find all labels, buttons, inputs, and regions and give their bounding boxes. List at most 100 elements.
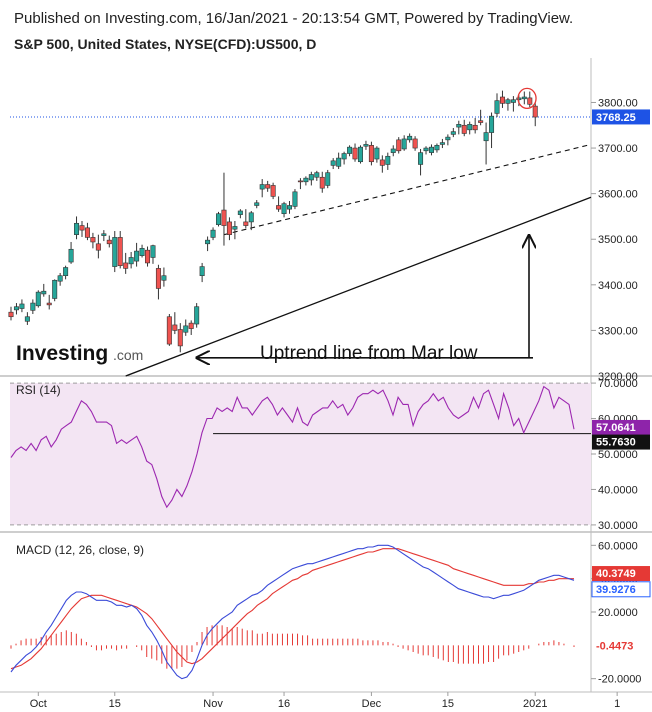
time-tick-label: 1 [614, 698, 620, 710]
candle-body [74, 222, 80, 235]
candle [237, 209, 243, 219]
investing-logo: Investing .com [16, 342, 143, 365]
last-price-badge: 3768.25 [592, 109, 650, 125]
candle-body [532, 105, 538, 118]
time-tick-label: 2021 [523, 698, 547, 710]
candle-body [41, 290, 47, 295]
candles [8, 90, 538, 353]
candle [188, 320, 194, 335]
price-tick-label: 3200.00 [598, 371, 638, 383]
candle [532, 102, 538, 127]
chart-canvas[interactable]: Uptrend line from Mar low Investing .com… [0, 58, 652, 712]
candle [270, 182, 276, 200]
candle [63, 265, 69, 280]
rsi-band [10, 383, 591, 525]
candle [330, 158, 336, 170]
candle [128, 252, 134, 269]
candle [95, 234, 101, 259]
signal-last-value: 39.9276 [596, 584, 636, 596]
candle [254, 200, 260, 209]
time-axis[interactable]: Oct 15 Nov 16 Dec 15 2021 1 [30, 692, 620, 710]
macd-tick-label: -20.0000 [598, 674, 641, 686]
candle [478, 109, 484, 126]
rsi-pane[interactable]: RSI (14) 30.000040.000050.000060.000070.… [10, 378, 650, 532]
candle [248, 210, 254, 231]
candle [216, 211, 222, 227]
candle-body [478, 120, 484, 123]
candle [499, 90, 505, 108]
candle [106, 235, 112, 248]
candle [292, 189, 298, 210]
signal-value-badge: 39.9276 [591, 581, 651, 598]
candle-body [423, 147, 429, 152]
candle [19, 299, 25, 313]
candle [205, 236, 211, 252]
candle [145, 246, 151, 267]
candle [177, 323, 183, 353]
candle-body [439, 142, 445, 145]
macd-tick-label: 20.0000 [598, 607, 638, 619]
candle [510, 96, 516, 112]
candle-body [90, 237, 96, 243]
publish-info: Published on Investing.com, 16/Jan/2021 … [14, 10, 574, 27]
candle-body [363, 144, 369, 147]
candle [527, 91, 533, 108]
candle-body [68, 248, 74, 263]
candle-body [166, 316, 172, 345]
candle [303, 176, 309, 186]
rsi-line [10, 385, 575, 509]
candle [183, 319, 189, 336]
candle [259, 179, 265, 198]
candle-body [199, 266, 205, 277]
histogram-badge-bg [592, 637, 650, 653]
logo-name: Investing [16, 342, 108, 365]
candle [150, 244, 156, 264]
price-tick-label: 3700.00 [598, 143, 638, 155]
candle [319, 171, 325, 193]
candle [24, 312, 30, 325]
candle-body [434, 145, 440, 151]
candle [445, 134, 451, 146]
rsi-tick-label: 50.0000 [598, 449, 638, 461]
candle-body [123, 262, 129, 269]
candle [112, 231, 118, 273]
candle [450, 128, 456, 138]
candle-body [172, 324, 178, 331]
rsi-support-badge-bg [592, 434, 650, 450]
macd-last-value: 40.3749 [596, 568, 636, 580]
candle [79, 221, 85, 237]
candle [314, 170, 320, 181]
candle [341, 151, 347, 165]
candle-body [325, 172, 331, 186]
candle-body [461, 124, 467, 134]
candle-body [374, 147, 380, 160]
candle [428, 144, 434, 156]
macd-pane[interactable]: MACD (12, 26, close, 9) -20.0000 20.0000 4… [10, 540, 651, 686]
candle-body [112, 237, 118, 267]
macd-title: MACD (12, 26, close, 9) [16, 543, 144, 557]
candle [439, 138, 445, 149]
rsi-value-badge: 57.0641 [592, 419, 650, 435]
rsi-support-value: 55.7630 [596, 437, 636, 449]
price-pane[interactable]: Uptrend line from Mar low Investing .com… [8, 87, 650, 383]
candle-body [499, 96, 505, 104]
candle-body [494, 100, 500, 114]
candle-body [412, 138, 418, 149]
candle [434, 143, 440, 153]
candle-body [57, 275, 63, 282]
candle-body [472, 124, 478, 131]
candle-body [139, 248, 145, 256]
candle-body [516, 97, 522, 101]
time-tick-label: 16 [278, 698, 290, 710]
candle-body [155, 268, 161, 289]
candle [363, 140, 369, 150]
candle-body [188, 322, 194, 329]
histogram-last-value: -0.4473 [596, 640, 633, 652]
time-tick-label: Dec [362, 698, 382, 710]
candle [357, 145, 363, 164]
candle [325, 169, 331, 189]
candle-body [418, 152, 424, 165]
candle-body [445, 136, 451, 141]
candle-body [347, 146, 353, 154]
candle [281, 201, 287, 218]
